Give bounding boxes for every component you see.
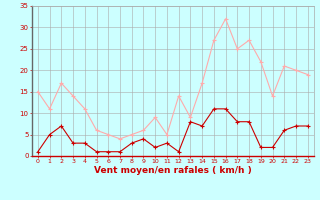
X-axis label: Vent moyen/en rafales ( km/h ): Vent moyen/en rafales ( km/h ) bbox=[94, 166, 252, 175]
